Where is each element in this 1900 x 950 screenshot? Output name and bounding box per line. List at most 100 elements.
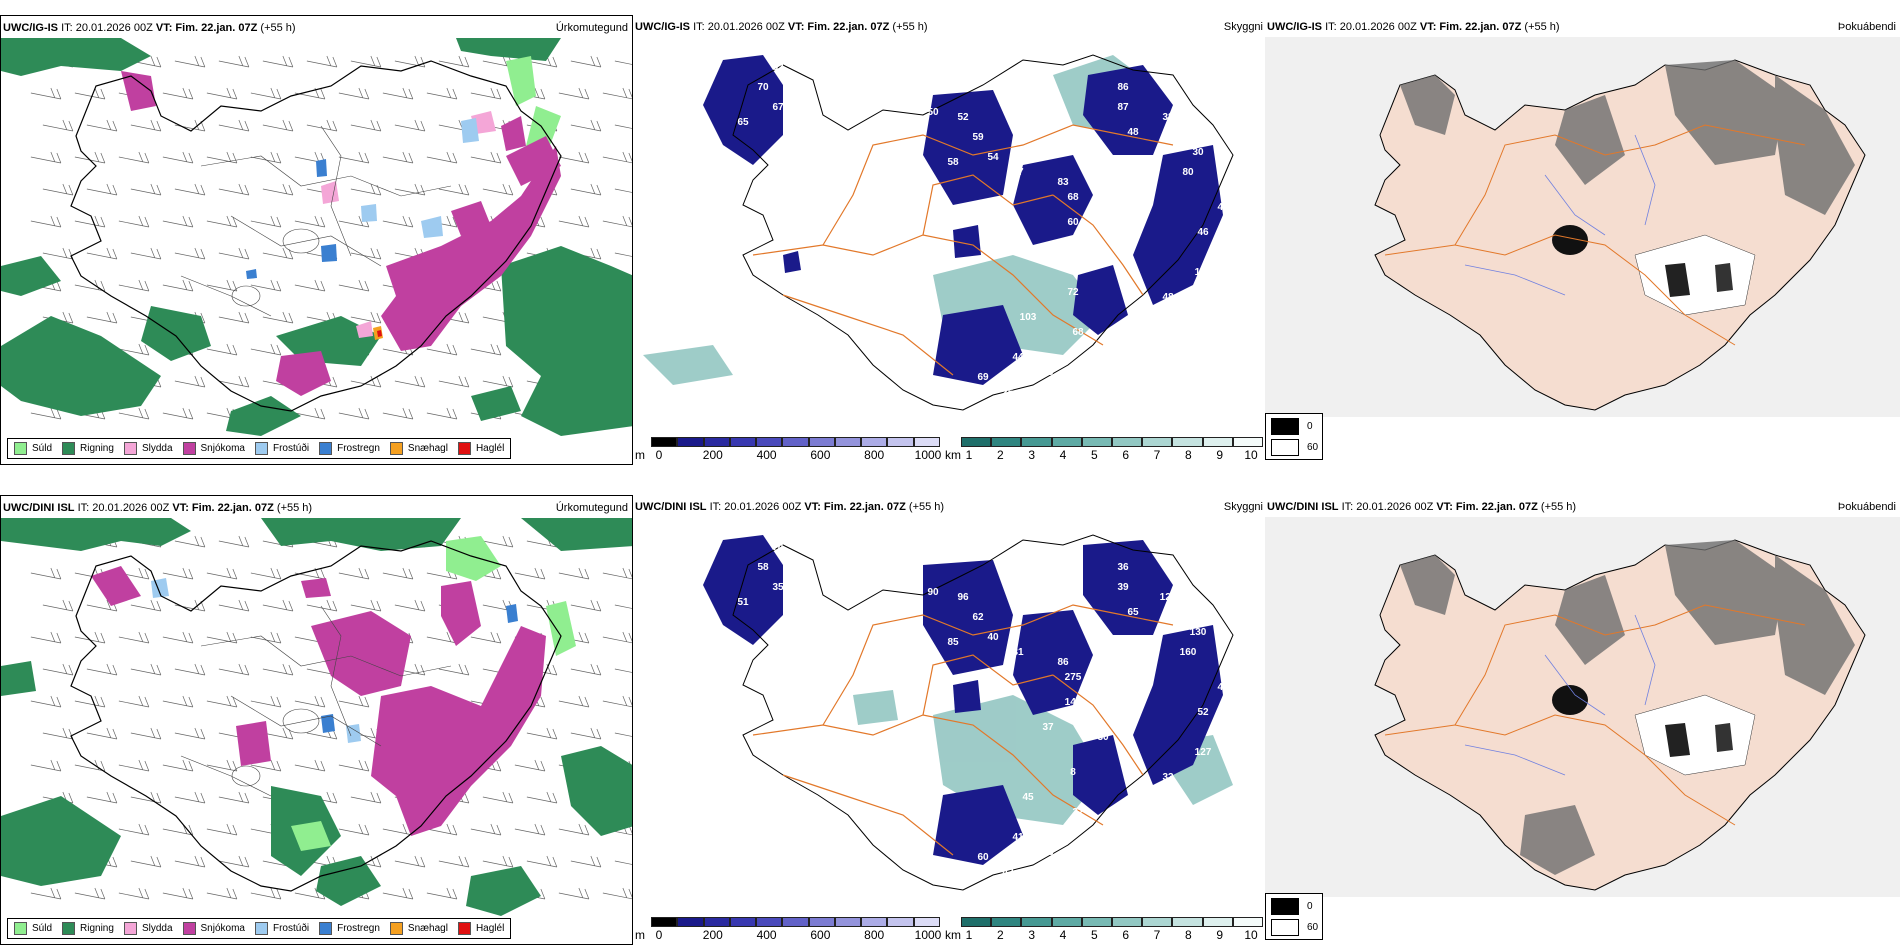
visibility-value-label: 32 bbox=[987, 887, 999, 898]
precip-panel-row1: UWC/IG-IS IT: 20.01.2026 00Z VT: Fim. 22… bbox=[0, 15, 633, 465]
visibility-value-label: 47 bbox=[1217, 682, 1229, 693]
wind-barb bbox=[558, 695, 590, 708]
wind-barb bbox=[482, 375, 514, 388]
visibility-value-label: 36 bbox=[1117, 562, 1129, 573]
visibility-value-label: 8 bbox=[1070, 767, 1076, 778]
wind-barb bbox=[250, 343, 282, 356]
visibility-value-label: 39 bbox=[1117, 582, 1129, 593]
visibility-value-label: 69 bbox=[977, 372, 989, 383]
visibility-value-label: 134 bbox=[1140, 787, 1157, 798]
colorbar-tick-label: 3 bbox=[1028, 928, 1035, 942]
fog-legend-item: 60 bbox=[1271, 439, 1318, 456]
legend-swatch bbox=[123, 922, 137, 935]
wind-barb bbox=[162, 631, 194, 644]
visibility-value-label: 43 bbox=[1217, 157, 1229, 168]
wind-barb bbox=[294, 695, 326, 708]
visibility-value-label: 109 bbox=[1145, 827, 1162, 838]
wind-barb bbox=[394, 119, 426, 132]
fog-legend-row2: 0 60 bbox=[1265, 893, 1323, 940]
colorbar-tick-label: 200 bbox=[702, 448, 723, 462]
visibility-value-label: 43 bbox=[1117, 807, 1129, 818]
wind-barb bbox=[526, 727, 558, 740]
colorbar-cell bbox=[1112, 917, 1143, 927]
colorbar-cell bbox=[887, 437, 914, 447]
wind-barb bbox=[526, 791, 558, 804]
legend-swatch bbox=[457, 442, 471, 455]
wind-barb bbox=[426, 343, 458, 356]
visibility-value-label: 82 bbox=[772, 62, 784, 73]
fog-legend-item: 0 bbox=[1271, 898, 1313, 915]
visibility-value-label: 30 bbox=[1192, 147, 1204, 158]
issue-time: IT: 20.01.2026 00Z bbox=[693, 21, 785, 33]
wind-barb bbox=[482, 183, 514, 196]
wind-barb bbox=[162, 215, 194, 228]
visibility-value-label: 44 bbox=[1012, 352, 1024, 363]
fog-legend-item: 0 bbox=[1271, 418, 1313, 435]
wind-barb bbox=[570, 663, 602, 676]
wind-barb bbox=[42, 119, 74, 132]
legend-swatch bbox=[182, 442, 196, 455]
colorbar-cell bbox=[861, 437, 888, 447]
wind-barb bbox=[250, 887, 282, 900]
wind-barb bbox=[558, 151, 590, 164]
legend-label: Frostregn bbox=[337, 923, 380, 934]
legend-swatch bbox=[319, 922, 333, 935]
fog-swatch bbox=[1271, 898, 1299, 915]
wind-barb bbox=[218, 791, 250, 804]
visibility-value-label: 52 bbox=[957, 112, 969, 123]
wind-barb bbox=[162, 823, 194, 836]
colorbar-cell bbox=[887, 917, 914, 927]
visibility-value-label: 57 bbox=[802, 732, 814, 743]
visibility-value-label: 31 bbox=[1012, 647, 1024, 658]
wind-barb bbox=[382, 151, 414, 164]
visibility-value-label: 62 bbox=[972, 612, 984, 623]
issue-time: IT: 20.01.2026 00Z bbox=[709, 501, 802, 513]
wind-barb bbox=[162, 695, 194, 708]
wind-barb bbox=[250, 87, 282, 100]
colorbar-cell bbox=[651, 437, 678, 447]
fog-legend-label: 0 bbox=[1307, 901, 1313, 912]
visibility-value-label: 80 bbox=[1182, 167, 1194, 178]
wind-barb bbox=[74, 759, 106, 772]
legend-item-rigning: Rigning bbox=[62, 922, 114, 935]
visibility-value-label: 49 bbox=[1042, 367, 1054, 378]
colorbar-tick-label: 9 bbox=[1216, 448, 1223, 462]
legend-swatch bbox=[457, 922, 471, 935]
wind-barb bbox=[438, 55, 470, 68]
colorbar-cell bbox=[677, 437, 704, 447]
visibility-value-label: 42 bbox=[1002, 867, 1014, 878]
wind-barb bbox=[570, 183, 602, 196]
wind-barb bbox=[602, 631, 632, 644]
wind-barb bbox=[262, 727, 294, 740]
wind-barb bbox=[350, 119, 382, 132]
legend-item-frostregn: Frostregn bbox=[319, 442, 380, 455]
wind-barb bbox=[250, 215, 282, 228]
legend-swatch bbox=[319, 442, 333, 455]
visibility-value-label: 58 bbox=[757, 562, 769, 573]
wind-barb bbox=[118, 695, 150, 708]
wind-barb bbox=[218, 535, 250, 548]
wind-barb bbox=[206, 887, 238, 900]
visibility-value-label: 36 bbox=[1217, 242, 1229, 253]
legend-swatch bbox=[389, 922, 403, 935]
wind-barb bbox=[30, 87, 62, 100]
wind-barb bbox=[558, 887, 590, 900]
wind-barb bbox=[250, 151, 282, 164]
wind-barb bbox=[294, 215, 326, 228]
colorbar-tick-label: 5 bbox=[1090, 928, 1098, 942]
colorbar-cell bbox=[1172, 917, 1203, 927]
wind-barb bbox=[470, 151, 502, 164]
colorbar-cell bbox=[861, 917, 888, 927]
wind-barb bbox=[162, 151, 194, 164]
colorbar-tick-label: 1000 bbox=[914, 928, 942, 942]
valid-time: VT: Fim. 22.jan. 07Z bbox=[172, 502, 274, 514]
wind-barb bbox=[382, 887, 414, 900]
visibility-colorbar: km 1 2 3 4 5 6 7 8 9 10 bbox=[945, 917, 1263, 942]
issue-time: IT: 20.01.2026 00Z bbox=[77, 502, 170, 514]
wind-barb bbox=[350, 599, 382, 612]
wind-barb bbox=[206, 87, 238, 100]
legend-item-snjokoma: Snjókoma bbox=[182, 922, 245, 935]
legend-item-haglel: Haglél bbox=[457, 922, 504, 935]
wind-barb bbox=[614, 252, 632, 257]
visibility-panel-row2: UWC/DINI ISL IT: 20.01.2026 00Z VT: Fim.… bbox=[633, 495, 1265, 945]
